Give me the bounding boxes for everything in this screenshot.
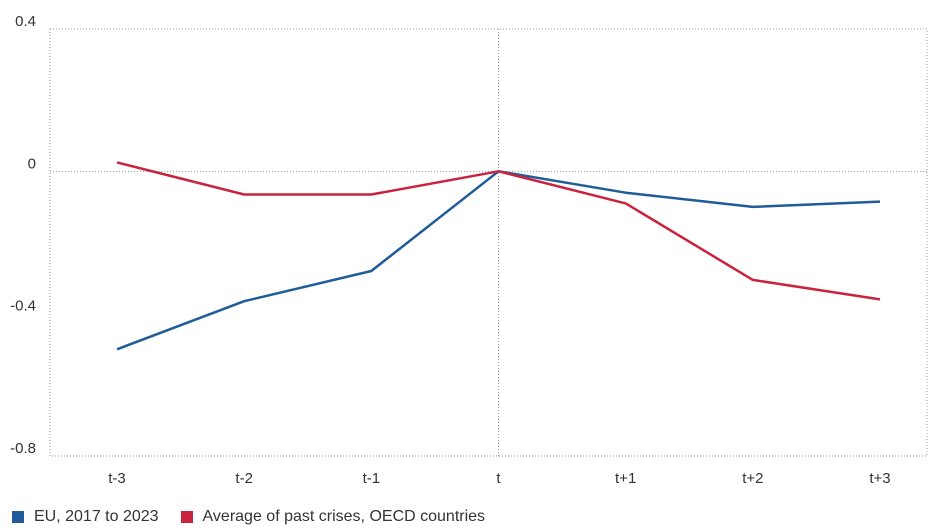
x-tick-label: t-3: [108, 470, 126, 487]
y-tick-label: 0.4: [15, 13, 36, 30]
legend-label-eu: EU, 2017 to 2023: [34, 508, 159, 525]
x-tick-label: t+1: [615, 470, 636, 487]
x-axis-ticks: t-3 t-2 t-1 t t+1 t+2 t+3: [108, 470, 890, 487]
y-tick-label: -0.8: [10, 440, 36, 457]
x-tick-label: t-2: [235, 470, 253, 487]
y-tick-label: -0.4: [10, 298, 36, 315]
legend-item-eu: EU, 2017 to 2023: [12, 508, 159, 526]
x-tick-label: t+3: [869, 470, 890, 487]
x-tick-label: t-1: [363, 470, 381, 487]
plot-frame: [49, 28, 928, 457]
legend-swatch-oecd: [180, 511, 193, 523]
y-axis-ticks: 0.4 0 -0.4 -0.8: [10, 13, 36, 457]
legend-label-oecd: Average of past crises, OECD countries: [202, 508, 486, 525]
legend-item-oecd: Average of past crises, OECD countries: [180, 508, 486, 526]
series-layer: [116, 161, 881, 351]
x-tick-label: t+2: [742, 470, 763, 487]
y-tick-label: 0: [28, 155, 36, 172]
series-line-1: [116, 161, 881, 301]
legend-swatch-eu: [12, 511, 24, 523]
x-tick-label: t: [496, 470, 501, 487]
legend: EU, 2017 to 2023 Average of past crises,…: [12, 508, 507, 526]
grid-layer: [49, 28, 928, 457]
